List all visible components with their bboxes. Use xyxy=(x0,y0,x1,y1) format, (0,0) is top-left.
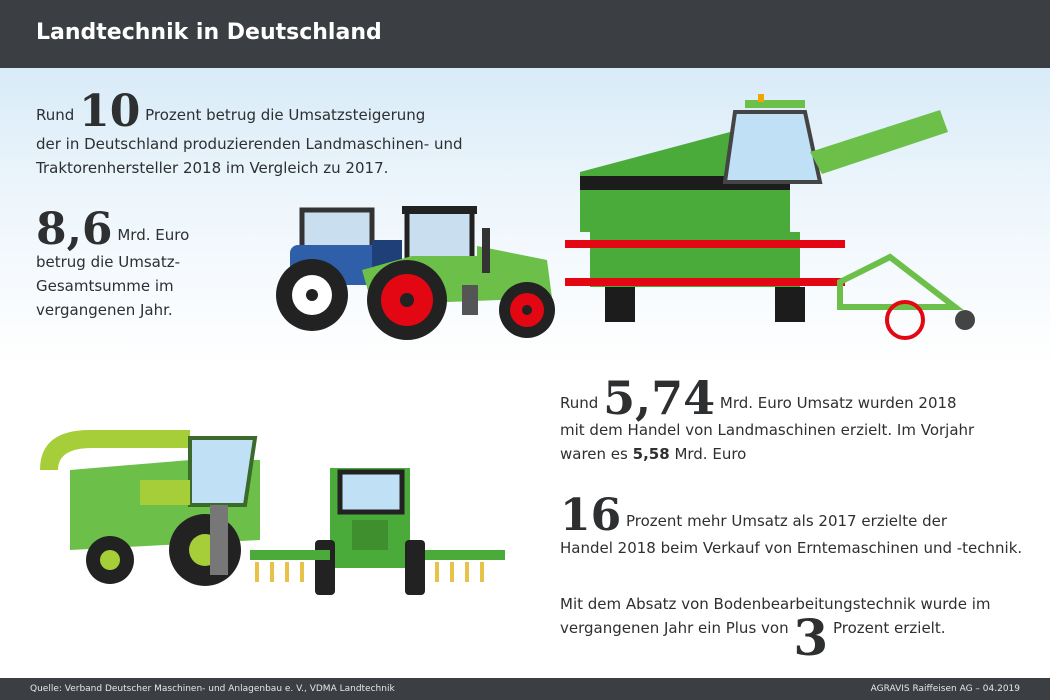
footer-source: Quelle: Verband Deutscher Maschinen- und… xyxy=(30,684,395,694)
small-tractor-icon xyxy=(250,468,505,595)
footer-bar: Quelle: Verband Deutscher Maschinen- und… xyxy=(0,678,1050,700)
forage-harvester-illustration xyxy=(40,430,505,595)
fact-2-line4: vergangenen Jahr. xyxy=(36,301,173,319)
tractors-illustration xyxy=(276,206,555,340)
footer-credit: AGRAVIS Raiffeisen AG – 04.2019 xyxy=(870,684,1020,694)
fact-2-line3: Gesamtsumme im xyxy=(36,277,174,295)
fact-3-prev-value: 5,58 xyxy=(632,445,670,463)
green-tractor-icon xyxy=(362,206,555,340)
header-bar: Landtechnik in Deutschland xyxy=(0,0,1050,68)
fact-3-line2: mit dem Handel von Landmaschinen erzielt… xyxy=(560,421,975,439)
fact-1-line1: Prozent betrug die Umsatzsteigerung xyxy=(145,106,426,124)
fact-5: Mit dem Absatz von Bodenbearbeitungstech… xyxy=(560,592,1030,663)
fact-4-line1: Prozent mehr Umsatz als 2017 erzielte de… xyxy=(626,512,947,530)
fact-2: 8,6 Mrd. Euro betrug die Umsatz- Gesamts… xyxy=(36,208,236,322)
fact-5-number: 3 xyxy=(793,608,829,667)
fact-3-line3a: waren es xyxy=(560,445,628,463)
fact-3-number: 5,74 xyxy=(603,371,716,425)
fact-1-line3: Traktorenhersteller 2018 im Vergleich zu… xyxy=(36,159,389,177)
fact-4: 16 Prozent mehr Umsatz als 2017 erzielte… xyxy=(560,494,1030,560)
fact-5-line2b: Prozent erzielt. xyxy=(832,619,946,637)
fact-1-line2: der in Deutschland produzierenden Landma… xyxy=(36,135,463,153)
fact-5-line1: Mit dem Absatz von Bodenbearbeitungstech… xyxy=(560,595,991,613)
fact-1: Rund 10 Prozent betrug die Umsatzsteiger… xyxy=(36,90,466,180)
combine-icon xyxy=(565,94,948,322)
fact-2-line2: betrug die Umsatz- xyxy=(36,253,181,271)
fact-2-number: 8,6 xyxy=(36,204,113,255)
fact-3: Rund 5,74 Mrd. Euro Umsatz wurden 2018 m… xyxy=(560,375,1020,466)
fact-3-line1: Mrd. Euro Umsatz wurden 2018 xyxy=(719,394,957,412)
fact-3-prefix: Rund xyxy=(560,394,599,412)
fact-3-line3b: Mrd. Euro xyxy=(674,445,747,463)
combine-harvester-illustration xyxy=(565,94,975,340)
fact-2-line1: Mrd. Euro xyxy=(117,226,190,244)
forage-harvester-icon xyxy=(40,430,260,586)
fact-5-line2a: vergangenen Jahr ein Plus von xyxy=(560,619,789,637)
fact-4-line2: Handel 2018 beim Verkauf von Erntemaschi… xyxy=(560,539,1023,557)
fact-1-prefix: Rund xyxy=(36,106,75,124)
fact-1-number: 10 xyxy=(79,86,141,137)
cultivator-icon xyxy=(837,253,975,340)
blue-tractor-icon xyxy=(276,207,402,331)
page-title: Landtechnik in Deutschland xyxy=(36,20,382,45)
fact-4-number: 16 xyxy=(560,490,622,541)
